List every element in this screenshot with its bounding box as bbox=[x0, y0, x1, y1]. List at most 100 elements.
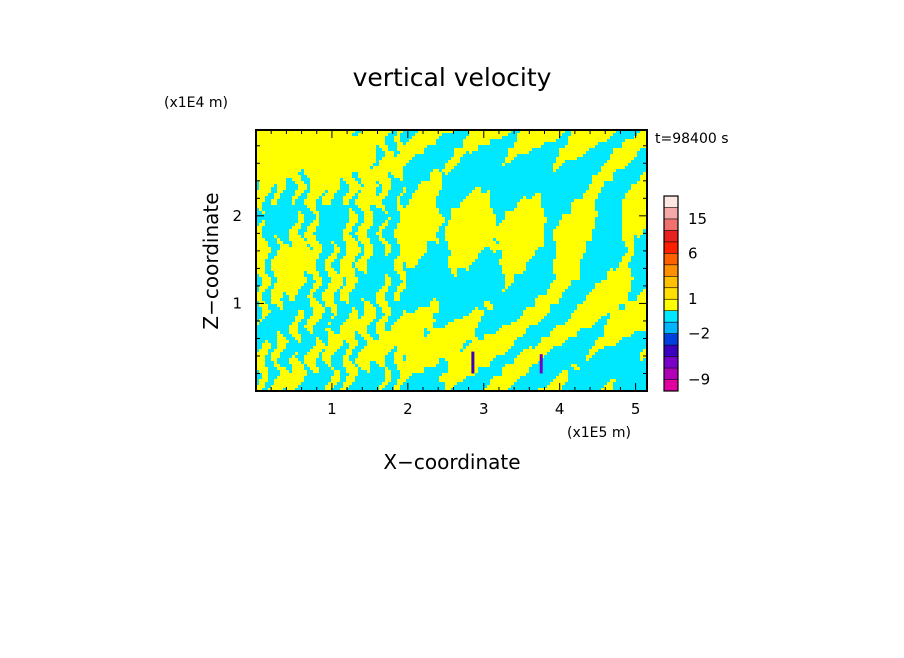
field-cell bbox=[448, 322, 478, 325]
field-cell bbox=[523, 349, 550, 352]
field-cell bbox=[499, 328, 526, 331]
field-cell bbox=[562, 217, 595, 220]
field-cell bbox=[520, 199, 541, 202]
field-cell bbox=[385, 247, 391, 250]
field-cell bbox=[304, 199, 316, 202]
field-cell bbox=[322, 352, 334, 355]
field-cell bbox=[385, 244, 391, 247]
field-cell bbox=[364, 184, 379, 187]
field-cell bbox=[322, 358, 331, 361]
field-cell bbox=[505, 274, 514, 277]
field-cell bbox=[289, 229, 298, 232]
field-cell bbox=[637, 295, 647, 298]
field-cell bbox=[607, 322, 647, 325]
field-cell bbox=[379, 160, 409, 163]
field-cell bbox=[559, 151, 586, 154]
field-cell bbox=[397, 346, 463, 349]
field-cell bbox=[547, 385, 562, 388]
field-cell bbox=[448, 220, 496, 223]
field-cell bbox=[256, 193, 268, 196]
field-cell bbox=[415, 190, 439, 193]
field-cell bbox=[400, 370, 424, 373]
field-cell bbox=[379, 385, 385, 388]
field-cell bbox=[343, 286, 355, 289]
field-cell bbox=[277, 376, 304, 379]
field-cell bbox=[640, 178, 647, 181]
field-cell bbox=[547, 292, 562, 295]
field-cell bbox=[535, 346, 553, 349]
field-cell bbox=[418, 307, 439, 310]
field-cell bbox=[271, 298, 280, 301]
field-cell bbox=[568, 319, 598, 322]
field-cell bbox=[397, 133, 400, 136]
field-cell bbox=[346, 277, 358, 280]
colorbar-segment bbox=[664, 379, 678, 391]
field-cell bbox=[631, 184, 647, 187]
field-cell bbox=[397, 289, 403, 292]
field-cell bbox=[295, 352, 298, 355]
field-cell bbox=[349, 184, 361, 187]
field-cell bbox=[610, 313, 647, 316]
field-cell bbox=[331, 277, 343, 280]
field-cell bbox=[310, 304, 322, 307]
field-cell bbox=[256, 172, 298, 175]
field-cell bbox=[343, 229, 352, 232]
field-cell bbox=[274, 382, 301, 385]
field-cell bbox=[346, 223, 355, 226]
field-cell bbox=[256, 166, 370, 169]
field-cell bbox=[469, 343, 514, 346]
field-cell bbox=[355, 202, 382, 205]
field-cell bbox=[292, 364, 304, 367]
field-cell bbox=[454, 148, 478, 151]
field-cell bbox=[409, 139, 436, 142]
field-cell bbox=[511, 322, 538, 325]
field-cell bbox=[631, 187, 647, 190]
field-cell bbox=[271, 262, 316, 265]
field-cell bbox=[583, 196, 598, 199]
field-cell bbox=[280, 373, 307, 376]
field-cell bbox=[484, 334, 523, 337]
field-cell bbox=[271, 265, 316, 268]
field-cell bbox=[382, 223, 388, 226]
field-cell bbox=[346, 280, 358, 283]
field-cell bbox=[373, 166, 403, 169]
x-tick-label: 4 bbox=[555, 400, 565, 418]
field-cell bbox=[397, 223, 442, 226]
field-cell bbox=[472, 310, 484, 313]
field-cell bbox=[379, 289, 388, 292]
field-cell bbox=[277, 253, 319, 256]
field-cell bbox=[310, 244, 322, 247]
field-cell bbox=[355, 262, 367, 265]
field-cell bbox=[415, 310, 439, 313]
field-cell bbox=[331, 280, 343, 283]
field-cell bbox=[403, 187, 406, 190]
colorbar-segment bbox=[664, 333, 678, 346]
field-cell bbox=[313, 307, 325, 310]
field-cell bbox=[448, 262, 472, 265]
field-cell bbox=[310, 349, 322, 352]
field-cell bbox=[487, 385, 511, 388]
field-cell bbox=[493, 250, 496, 253]
field-cell bbox=[376, 361, 385, 364]
field-cell bbox=[448, 361, 490, 364]
field-cell bbox=[358, 226, 370, 229]
field-cell bbox=[445, 325, 478, 328]
field-cell bbox=[514, 358, 541, 361]
downdraft-spike bbox=[471, 351, 475, 374]
field-cell bbox=[553, 229, 592, 232]
field-cell bbox=[406, 265, 415, 268]
field-cell bbox=[298, 220, 304, 223]
field-cell bbox=[277, 277, 307, 280]
field-cell bbox=[277, 238, 280, 241]
colorbar-tick-label: 15 bbox=[688, 210, 707, 228]
field-cell bbox=[331, 253, 337, 256]
field-cell bbox=[556, 253, 583, 256]
field-cell bbox=[463, 142, 490, 145]
field-cell bbox=[358, 229, 367, 232]
field-cell bbox=[550, 334, 577, 337]
field-cell bbox=[502, 271, 523, 274]
field-cell bbox=[367, 370, 370, 373]
field-cell bbox=[388, 217, 391, 220]
field-cell bbox=[415, 133, 442, 136]
x-tick-label: 5 bbox=[631, 400, 641, 418]
